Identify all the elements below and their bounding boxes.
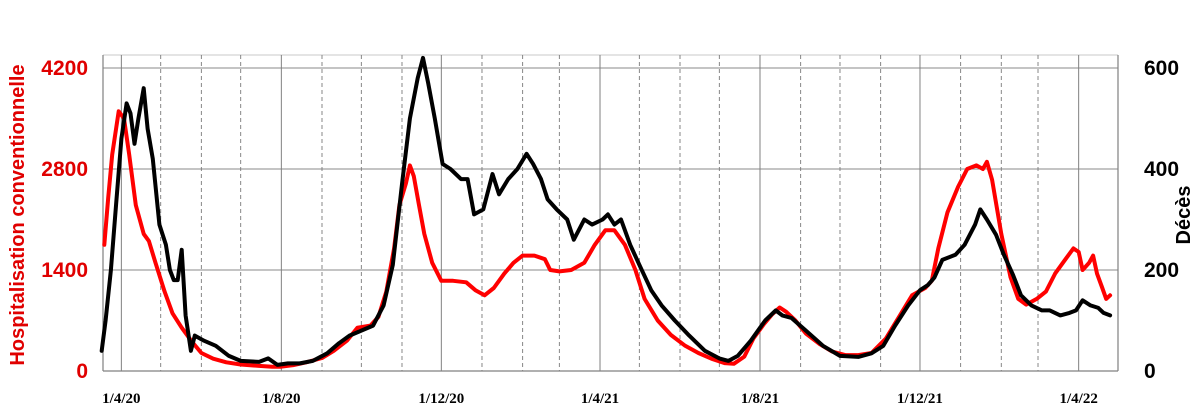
x-axis: 1/4/20 1/8/20 1/12/20 1/4/21 1/8/21 1/12/21 1/… xyxy=(102,391,1098,407)
x-tick-3: 1/4/21 xyxy=(581,391,619,407)
y-tick-right-3: 600 xyxy=(1144,57,1179,80)
series-line-hospitalisation xyxy=(102,109,1113,369)
x-tick-6: 1/4/22 xyxy=(1059,391,1097,407)
y-axis-left: 0 1400 2800 4200 xyxy=(41,57,88,383)
y-tick-right-1: 200 xyxy=(1144,259,1179,282)
y-tick-left-0: 0 xyxy=(76,360,88,383)
x-tick-1: 1/8/20 xyxy=(262,391,300,407)
grid xyxy=(102,54,1119,372)
series-lines xyxy=(99,55,1113,369)
x-tick-5: 1/12/21 xyxy=(897,391,943,407)
y-tick-left-1: 1400 xyxy=(41,259,88,282)
series-line-deces xyxy=(99,55,1113,367)
y-axis-right-title: Décès xyxy=(1173,186,1195,245)
y-tick-right-0: 0 xyxy=(1144,360,1156,383)
y-axis-left-title: Hospitalisation conventionnelle xyxy=(7,64,29,365)
y-tick-left-2: 2800 xyxy=(41,158,88,181)
y-tick-left-3: 4200 xyxy=(41,57,88,80)
y-axis-right: 0 200 400 600 xyxy=(1144,57,1179,383)
x-tick-0: 1/4/20 xyxy=(102,391,140,407)
x-tick-4: 1/8/21 xyxy=(741,391,779,407)
x-tick-2: 1/12/20 xyxy=(418,391,464,407)
y-tick-right-2: 400 xyxy=(1144,158,1179,181)
